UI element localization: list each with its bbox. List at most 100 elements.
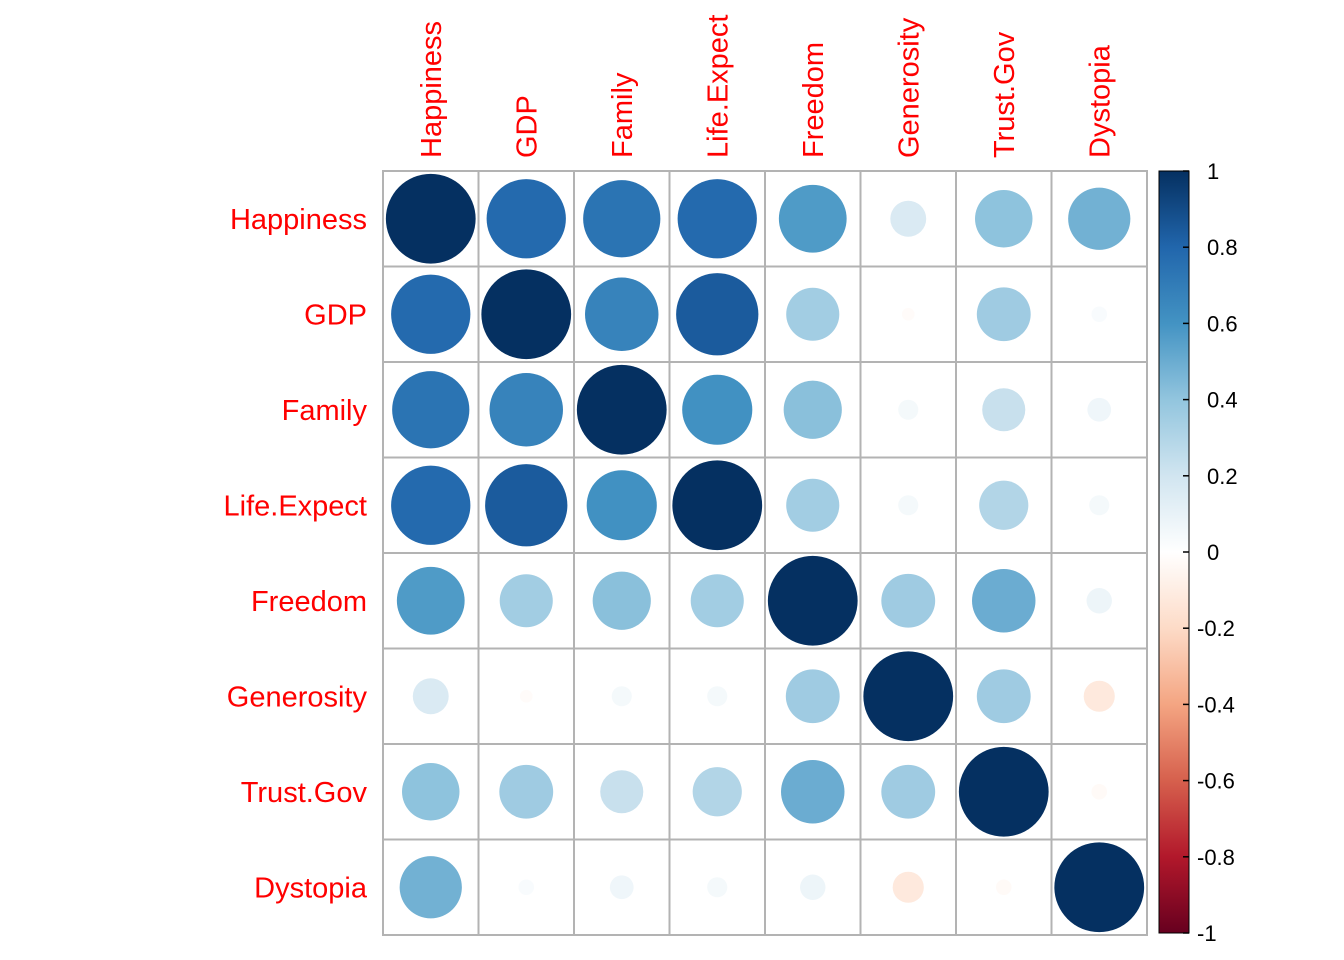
column-label: Dystopia (1084, 44, 1116, 158)
correlation-circle (391, 465, 471, 545)
row-label: Life.Expect (224, 490, 367, 522)
correlation-circle (402, 763, 460, 821)
correlation-circle (890, 200, 927, 237)
correlation-circle (786, 478, 840, 532)
column-label: Family (607, 72, 639, 158)
correlation-circle (881, 573, 936, 628)
correlation-circle (412, 678, 449, 715)
correlation-circle (692, 767, 742, 817)
column-label: Life.Expect (702, 15, 734, 158)
column-label: Happiness (416, 21, 448, 158)
correlation-circle (690, 574, 744, 628)
correlation-circle (583, 180, 661, 258)
color-bar-tick-label: -0.2 (1197, 616, 1235, 641)
correlation-circle (995, 879, 1012, 896)
correlation-circle (767, 555, 858, 646)
correlation-circle (1087, 397, 1112, 422)
correlation-circle (485, 464, 568, 547)
column-label: Generosity (893, 17, 925, 158)
column-label: Freedom (798, 42, 830, 158)
correlation-circle (800, 874, 826, 900)
correlation-circle (489, 373, 563, 447)
correlation-circle (1091, 306, 1108, 323)
correlation-circle (677, 179, 757, 259)
column-label: Trust.Gov (989, 31, 1021, 158)
correlation-circle (785, 669, 840, 724)
correlation-circle (863, 651, 954, 742)
grid-cell (955, 552, 1053, 650)
correlation-circles (385, 173, 1145, 933)
correlation-circle (901, 307, 915, 321)
correlation-circle (1086, 588, 1112, 614)
correlation-circle (676, 273, 759, 356)
correlation-circle (982, 388, 1026, 432)
row-label: Family (282, 395, 368, 427)
color-bar-tick-label: -0.4 (1197, 692, 1235, 717)
correlation-circle (518, 879, 535, 896)
correlation-circle (1089, 495, 1110, 516)
correlation-circle (586, 470, 657, 541)
column-label: GDP (511, 95, 543, 158)
row-label: Freedom (251, 586, 367, 618)
correlation-circle (486, 179, 566, 259)
color-bar-tick-label: 0 (1207, 540, 1219, 565)
correlation-circle (786, 287, 840, 341)
correlation-circle (392, 371, 470, 449)
correlation-circle (707, 877, 728, 898)
correlation-circle (396, 566, 465, 635)
correlation-circle (682, 374, 753, 445)
correlation-circle (600, 770, 644, 814)
color-bar-tick-label: 0.2 (1207, 464, 1238, 489)
correlation-circle (979, 480, 1029, 530)
color-bar-tick-label: 0.6 (1207, 311, 1238, 336)
correlation-circle (975, 190, 1033, 248)
correlation-circle (385, 173, 476, 264)
correlation-circle (881, 764, 936, 819)
correlation-circle (519, 689, 533, 703)
correlation-circle (611, 686, 632, 707)
correlation-circle (976, 287, 1031, 342)
correlation-circle (976, 669, 1031, 724)
grid-cell (859, 265, 957, 363)
color-bar-tick-label: 1 (1207, 159, 1219, 184)
correlation-circle (592, 571, 651, 630)
color-bar: 1 0.8 0.6 0.4 0.2 0 -0.2 -0.4 -0.6 -0.8 -1 (1158, 159, 1238, 946)
row-label: Happiness (230, 204, 367, 236)
row-labels: Happiness GDP Family Life.Expect Freedom Gene… (224, 204, 368, 905)
correlation-circle (972, 569, 1036, 633)
correlation-circle (609, 875, 634, 900)
correlation-circle (672, 460, 763, 551)
correlation-circle (1083, 680, 1115, 712)
correlation-circle (499, 574, 553, 628)
correlation-circle (1068, 187, 1131, 250)
correlation-circle (898, 399, 919, 420)
correlation-circle (399, 856, 462, 919)
grid-cell (859, 361, 957, 459)
row-label: Trust.Gov (241, 777, 368, 809)
color-bar-tick-label: -0.6 (1197, 769, 1235, 794)
color-bar-tick-label: -0.8 (1197, 845, 1235, 870)
grid-cell (1050, 170, 1148, 268)
correlation-circle (391, 274, 471, 354)
correlation-circle (499, 764, 554, 819)
correlation-circle (707, 686, 728, 707)
column-labels: Happiness GDP Family Life.Expect Freedom Gene… (416, 15, 1117, 158)
correlation-circle (892, 871, 924, 903)
correlation-circle (1054, 842, 1145, 933)
correlation-circle (783, 380, 842, 439)
correlation-circle (958, 746, 1049, 837)
correlation-circle (778, 184, 847, 253)
correlation-circle (585, 277, 659, 351)
correlation-circle (781, 760, 845, 824)
correlation-circle (898, 495, 919, 516)
correlation-circle (481, 269, 572, 360)
correlation-circle (576, 364, 667, 455)
color-bar-tick-label: 0.8 (1207, 235, 1238, 260)
correlation-circle (1091, 783, 1108, 800)
row-label: Generosity (227, 681, 368, 713)
row-label: GDP (304, 299, 367, 331)
color-bar-tick-label: -1 (1197, 921, 1217, 946)
color-bar-tick-label: 0.4 (1207, 388, 1238, 413)
row-label: Dystopia (254, 872, 368, 904)
